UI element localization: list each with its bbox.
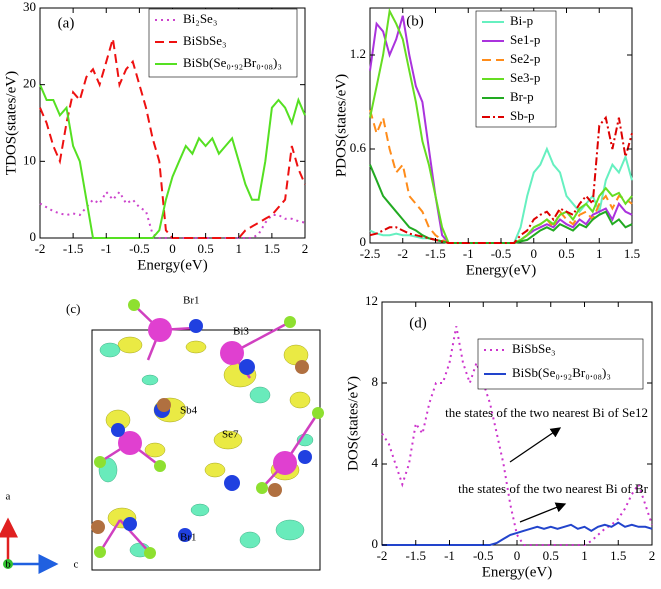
x-tick-label: -1.5 <box>405 548 426 563</box>
x-tick-label: -1.5 <box>63 241 84 256</box>
x-tick-label: 0 <box>514 548 521 563</box>
x-tick-label: 1.5 <box>264 241 280 256</box>
legend-label: Sb-p <box>510 108 535 123</box>
series-line <box>382 521 653 546</box>
x-tick-label: 1 <box>581 548 588 563</box>
x-tick-label: -2.5 <box>360 246 381 261</box>
atom-label: Br1 <box>180 532 197 544</box>
legend-label: Se2-p <box>510 51 540 66</box>
y-tick-label: 20 <box>23 76 36 91</box>
annotation-arrow <box>519 502 567 523</box>
x-axis-label: Energy(eV) <box>137 257 208 273</box>
legend-label: BiSb(Se₀.₉₂Br₀.₀₈)₃ <box>183 55 282 70</box>
y-tick-label: 30 <box>23 0 36 14</box>
y-axis-label: TDOS(states/eV) <box>3 71 19 175</box>
legend-label: BiSb(Se₀.₉₂Br₀.₀₈)₃ <box>512 365 611 380</box>
y-axis-label: DOS(states/eV) <box>345 376 361 471</box>
annotation-arrow <box>509 427 562 463</box>
legend-label: BiSbSe₃ <box>183 33 227 48</box>
x-tick-label: -1 <box>463 246 474 261</box>
atom-label: Sb4 <box>180 405 198 417</box>
annotation: the states of the two nearest Bi of Br <box>458 481 649 496</box>
legend-label: Se1-p <box>510 32 540 47</box>
y-tick-label: 8 <box>372 374 379 389</box>
series-line <box>381 326 653 546</box>
x-tick-label: 2 <box>649 548 656 563</box>
y-tick-label: 12 <box>365 293 378 308</box>
y-tick-label: 0 <box>372 536 379 551</box>
x-tick-label: -0.5 <box>491 246 512 261</box>
y-axis-label: PDOS(states/eV) <box>333 74 349 177</box>
y-tick-label: 0.6 <box>350 140 367 155</box>
x-axis-label: Energy(eV) <box>466 262 537 278</box>
x-tick-label: 0.5 <box>198 241 214 256</box>
annotation: the states of the two nearest Bi of Se12 <box>445 405 648 420</box>
panel-label: (c) <box>66 301 80 316</box>
legend-label: Br-p <box>510 89 534 104</box>
y-tick-label: 0 <box>360 234 367 249</box>
sb-atoms <box>91 360 309 534</box>
atom-label: Se7 <box>222 429 239 441</box>
panel-label: (d) <box>409 315 427 331</box>
x-tick-label: 2 <box>302 241 309 256</box>
x-tick-label: -1.5 <box>425 246 446 261</box>
legend-label: Bi-p <box>510 13 533 28</box>
panel-label: (b) <box>406 13 424 29</box>
x-tick-label: -0.5 <box>473 548 494 563</box>
x-tick-label: 0.5 <box>558 246 574 261</box>
br-atoms <box>94 299 324 559</box>
structure-panel: (c) Br1 Bi3 Sb4 Se7 Br1 a b c <box>0 295 324 574</box>
x-tick-label: 1.5 <box>624 246 640 261</box>
x-tick-label: 0 <box>169 241 176 256</box>
axis-label: a <box>6 491 11 503</box>
axis-origin <box>3 559 13 569</box>
x-axis-label: Energy(eV) <box>482 564 553 580</box>
x-tick-label: -2 <box>397 246 408 261</box>
x-tick-label: 0.5 <box>543 548 559 563</box>
y-tick-label: 1.2 <box>350 46 366 61</box>
x-tick-label: -0.5 <box>129 241 150 256</box>
atom-label: Br1 <box>183 295 200 307</box>
x-tick-label: -2 <box>377 548 388 563</box>
axis-label: b <box>5 559 11 571</box>
y-tick-label: 0 <box>30 229 37 244</box>
legend-box <box>477 338 644 390</box>
plot-frame <box>381 301 653 546</box>
axis-label: c <box>74 559 79 571</box>
x-tick-label: 0 <box>531 246 538 261</box>
series-line <box>39 84 306 239</box>
panel-label: (a) <box>58 15 75 31</box>
x-tick-label: 1.5 <box>610 548 626 563</box>
legend-label: Bi₂Se₃ <box>183 11 217 26</box>
x-tick-label: -1 <box>444 548 455 563</box>
legend-label: BiSbSe₃ <box>512 341 556 356</box>
atom-label: Bi3 <box>233 326 249 338</box>
x-tick-label: -2 <box>35 241 46 256</box>
x-tick-label: -1 <box>101 241 112 256</box>
legend-box <box>475 10 557 128</box>
x-tick-label: 1 <box>596 246 603 261</box>
bi-atoms <box>118 318 297 475</box>
legend-label: Se3-p <box>510 70 540 85</box>
y-tick-label: 4 <box>372 455 379 470</box>
y-tick-label: 10 <box>23 152 36 167</box>
x-tick-label: 1 <box>236 241 243 256</box>
